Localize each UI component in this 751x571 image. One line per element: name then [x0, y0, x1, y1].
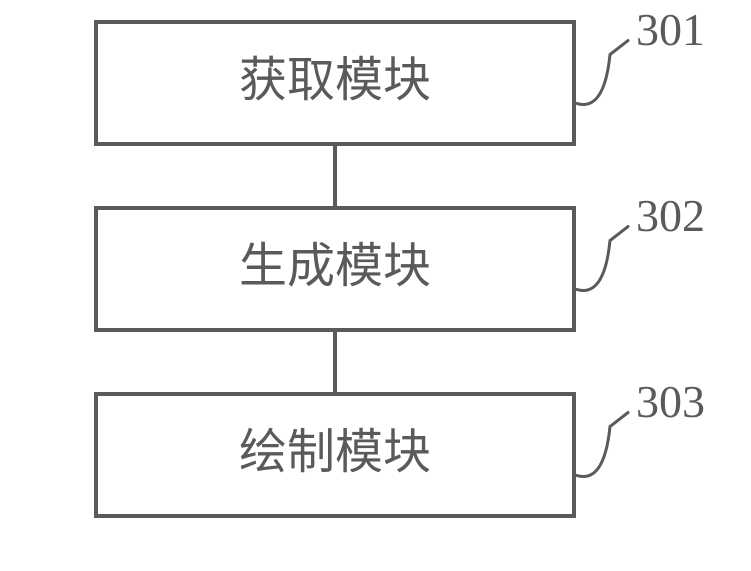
reference-number: 302	[636, 190, 705, 241]
module-label: 获取模块	[239, 54, 431, 107]
reference-number: 301	[636, 4, 705, 55]
module-label: 生成模块	[239, 240, 431, 293]
module-block: 生成模块 302	[96, 190, 705, 330]
callout-line	[574, 41, 628, 105]
block-diagram: 获取模块 301 生成模块 302 绘制模块 303	[0, 0, 751, 571]
callout-line	[574, 227, 628, 291]
module-label: 绘制模块	[239, 426, 431, 479]
callout-line	[574, 413, 628, 477]
module-block: 获取模块 301	[96, 4, 705, 144]
reference-number: 303	[636, 376, 705, 427]
module-block: 绘制模块 303	[96, 376, 705, 516]
